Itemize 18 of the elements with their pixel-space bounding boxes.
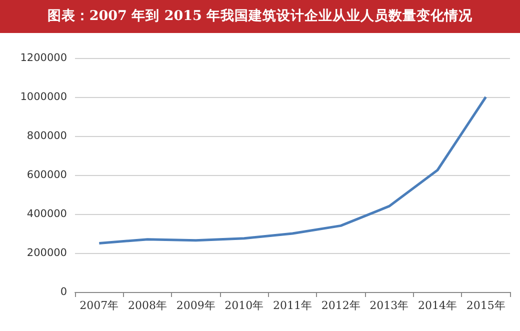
y-tick-label: 400000 — [26, 208, 67, 220]
y-tick-label: 800000 — [26, 130, 67, 142]
chart-title: 图表：2007 年到 2015 年我国建筑设计企业从业人员数量变化情况 — [0, 0, 520, 33]
y-tick-label: 200000 — [26, 247, 67, 259]
x-tick-label: 2012年 — [321, 299, 360, 312]
x-tick-label: 2011年 — [273, 299, 312, 312]
y-tick-label: 0 — [60, 286, 67, 298]
line-series — [98, 96, 488, 244]
x-tick-label: 2010年 — [224, 299, 264, 312]
x-tick-label: 2015年 — [466, 299, 506, 312]
y-tick-label: 1200000 — [20, 52, 67, 64]
y-tick-label: 1000000 — [20, 91, 67, 103]
x-tick-label: 2008年 — [128, 299, 167, 312]
y-tick-label: 600000 — [26, 169, 67, 181]
x-tick-label: 2014年 — [418, 299, 457, 312]
x-tick-label: 2009年 — [176, 299, 216, 312]
x-tick-label: 2007年 — [80, 299, 119, 312]
x-tick-label: 2013年 — [370, 299, 409, 312]
